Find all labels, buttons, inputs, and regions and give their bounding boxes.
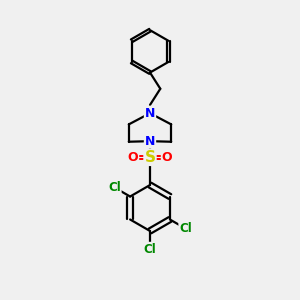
Text: N: N (145, 107, 155, 120)
Text: O: O (162, 151, 172, 164)
Text: N: N (145, 135, 155, 148)
Text: S: S (145, 150, 155, 165)
Text: Cl: Cl (108, 181, 121, 194)
Text: Cl: Cl (144, 243, 156, 256)
Text: O: O (128, 151, 138, 164)
Text: Cl: Cl (179, 222, 192, 235)
